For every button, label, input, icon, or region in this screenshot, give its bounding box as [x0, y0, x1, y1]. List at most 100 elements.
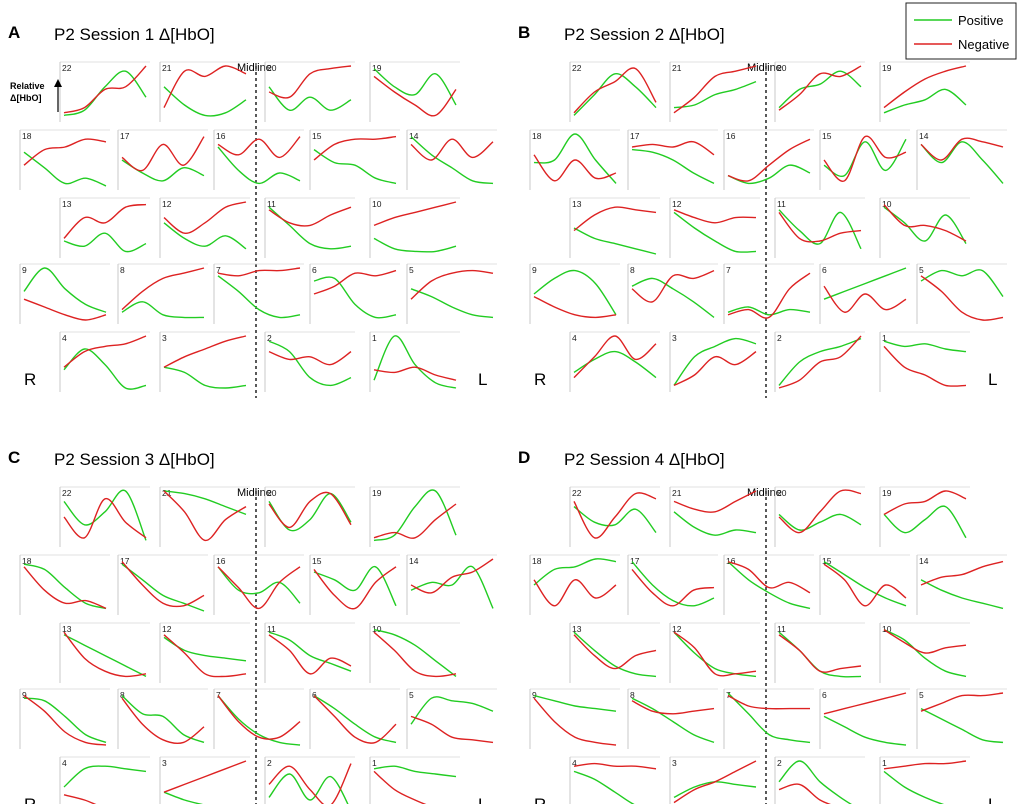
- positive-line: [268, 492, 352, 532]
- positive-line: [121, 159, 205, 182]
- left-hemisphere-label: L: [988, 795, 997, 804]
- channel-number: 9: [532, 690, 537, 700]
- negative-line: [373, 75, 457, 117]
- channel-15: 15: [309, 129, 400, 190]
- channel-number: 2: [777, 758, 782, 768]
- positive-line: [573, 631, 657, 678]
- positive-line: [533, 558, 617, 586]
- channel-number: 22: [572, 488, 582, 498]
- negative-line: [163, 65, 247, 108]
- channel-5: 5: [406, 688, 497, 749]
- negative-line: [727, 138, 811, 182]
- positive-line: [410, 136, 494, 185]
- negative-line: [673, 65, 757, 114]
- positive-line: [163, 791, 204, 804]
- channel-number: 2: [267, 333, 272, 343]
- channel-number: 7: [726, 265, 731, 275]
- channel-21: 21: [669, 486, 760, 547]
- negative-line: [268, 65, 352, 99]
- positive-line: [268, 631, 352, 672]
- positive-line: [673, 511, 757, 536]
- negative-line: [727, 272, 811, 319]
- positive-line: [121, 301, 205, 319]
- negative-line: [268, 763, 352, 804]
- positive-line: [163, 366, 247, 389]
- channel-number: 6: [312, 265, 317, 275]
- channel-6: 6: [819, 263, 910, 324]
- channel-14: 14: [406, 554, 497, 615]
- panel-title: P2 Session 4 Δ[HbO]: [564, 450, 725, 469]
- negative-line: [63, 335, 147, 368]
- negative-line: [778, 634, 862, 673]
- channel-19: 19: [879, 486, 970, 547]
- negative-line: [373, 366, 457, 381]
- channel-number: 6: [822, 690, 827, 700]
- negative-line: [823, 563, 907, 607]
- channel-22: 22: [569, 61, 660, 122]
- positive-line: [573, 770, 635, 804]
- channel-number: 14: [919, 556, 929, 566]
- channel-number: 13: [62, 624, 72, 634]
- negative-line: [373, 631, 457, 678]
- channel-number: 15: [822, 556, 832, 566]
- negative-line: [217, 695, 301, 740]
- positive-line: [313, 566, 397, 607]
- positive-line: [883, 88, 967, 114]
- channel-9: 9: [19, 688, 110, 749]
- y-indicator-line1: Relative: [10, 81, 45, 91]
- channel-number: 15: [312, 131, 322, 141]
- channel-number: 16: [726, 556, 736, 566]
- channel-number: 18: [22, 556, 32, 566]
- panel-letter: B: [518, 23, 530, 42]
- channel-number: 8: [630, 265, 635, 275]
- channel-8: 8: [627, 688, 718, 749]
- negative-line: [631, 269, 715, 303]
- negative-line: [63, 794, 97, 804]
- channel-number: 18: [532, 556, 542, 566]
- negative-line: [410, 138, 494, 161]
- channel-13: 13: [569, 622, 660, 683]
- negative-line: [217, 566, 301, 610]
- positive-line: [163, 490, 247, 516]
- channel-15: 15: [819, 129, 910, 190]
- negative-line: [23, 695, 107, 746]
- negative-line: [920, 275, 1004, 321]
- positive-line: [883, 340, 967, 353]
- channel-11: 11: [264, 197, 355, 258]
- channel-14: 14: [916, 554, 1007, 615]
- channel-12: 12: [159, 197, 250, 258]
- positive-line: [823, 267, 907, 300]
- channel-number: 9: [22, 690, 27, 700]
- channel-number: 10: [882, 624, 892, 634]
- channel-number: 15: [312, 556, 322, 566]
- negative-line: [163, 490, 247, 542]
- positive-line: [631, 277, 715, 318]
- channel-15: 15: [819, 554, 910, 615]
- negative-line: [778, 783, 831, 804]
- channel-number: 14: [409, 131, 419, 141]
- positive-line: [410, 288, 494, 319]
- negative-line: [920, 692, 1004, 712]
- channel-1: 1: [879, 756, 970, 804]
- channel-number: 17: [120, 131, 130, 141]
- channel-number: 5: [409, 265, 414, 275]
- channel-number: 20: [777, 63, 787, 73]
- channel-19: 19: [879, 61, 970, 122]
- channel-number: 11: [777, 199, 786, 209]
- positive-line: [23, 267, 107, 313]
- negative-line: [573, 206, 657, 232]
- channel-number: 9: [532, 265, 537, 275]
- channel-1: 1: [369, 756, 460, 804]
- channel-13: 13: [569, 197, 660, 258]
- channel-19: 19: [369, 61, 460, 122]
- channel-2: 2: [264, 756, 355, 804]
- channel-10: 10: [879, 197, 970, 258]
- positive-line: [373, 68, 457, 106]
- channel-5: 5: [916, 688, 1007, 749]
- channel-number: 16: [216, 556, 226, 566]
- channel-7: 7: [213, 688, 304, 749]
- negative-line: [573, 492, 657, 539]
- channel-number: 17: [630, 556, 640, 566]
- negative-line: [23, 138, 107, 166]
- positive-line: [727, 561, 811, 610]
